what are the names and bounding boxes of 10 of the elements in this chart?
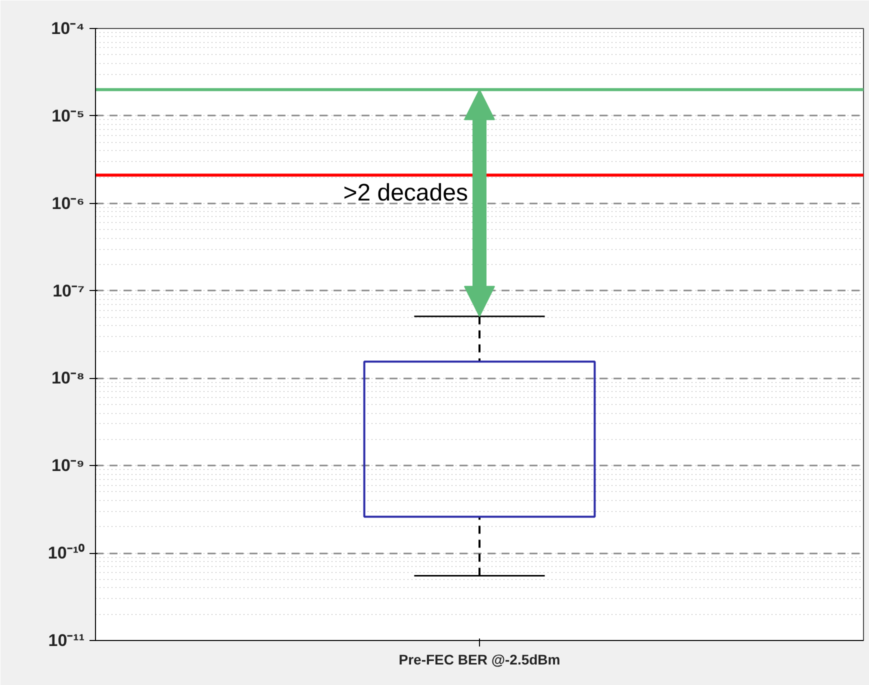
y-tick-label: 10⁻¹⁰	[48, 544, 85, 563]
y-tick-label: 10⁻⁹	[52, 456, 85, 476]
y-tick-label: 10⁻¹¹	[48, 631, 85, 650]
annotation: >2 decades	[343, 180, 468, 207]
y-tick-label: 10⁻⁴	[51, 19, 85, 38]
x-tick-label: Pre-FEC BER @-2.5dBm	[398, 652, 560, 668]
y-tick-label: 10⁻⁵	[52, 106, 85, 126]
y-tick-label: 10⁻⁶	[52, 194, 85, 213]
y-tick-label: 10⁻⁷	[52, 281, 85, 300]
y-tick-label: 10⁻⁸	[52, 368, 85, 388]
